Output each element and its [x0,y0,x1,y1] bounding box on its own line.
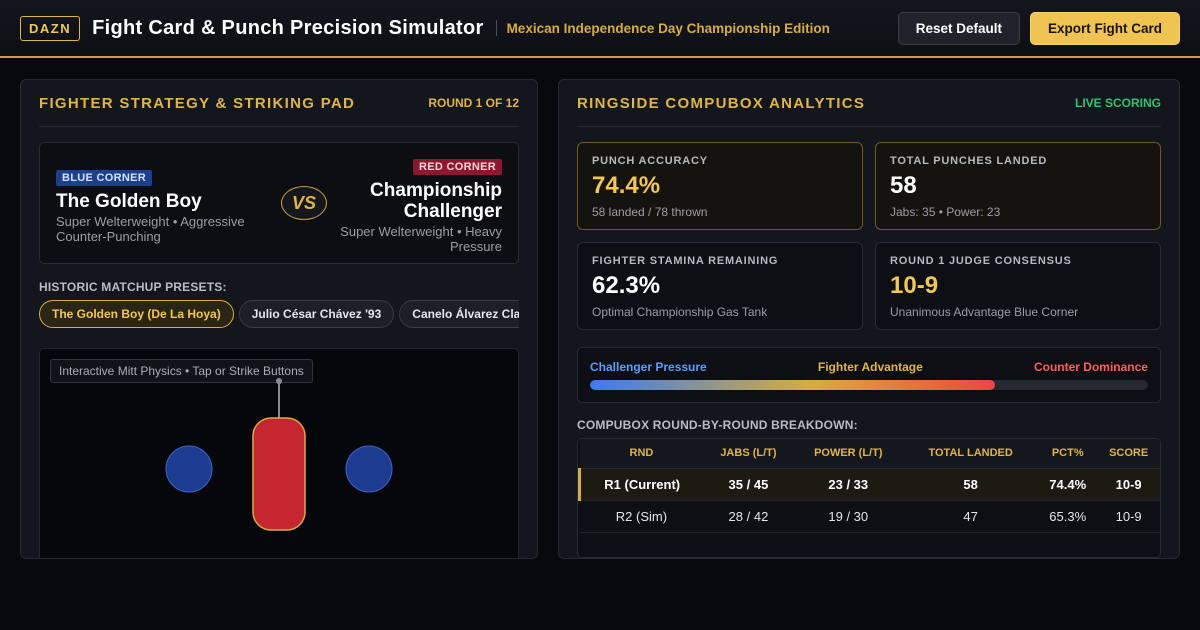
meter-label-mid: Fighter Advantage [817,360,923,374]
left-mitt[interactable] [165,445,213,493]
round-breakdown-table: RND JABS (L/T) POWER (L/T) TOTAL LANDED … [577,438,1161,558]
stat-subtext: Optimal Championship Gas Tank [592,305,768,319]
table-cell: 28 / 42 [703,500,794,533]
stat-card-judge-consensus: ROUND 1 JUDGE CONSENSUS 10-9 Unanimous A… [875,242,1161,330]
stat-card-total-landed: TOTAL PUNCHES LANDED 58 Jabs: 35 • Power… [875,142,1161,230]
table-cell: 23 / 33 [793,468,904,501]
mitt-physics-area[interactable]: Interactive Mitt Physics • Tap or Strike… [39,348,519,558]
vs-emblem: VS [281,186,327,220]
column-header: TOTAL LANDED [903,439,1039,469]
table-row[interactable]: R1 (Current) 35 / 45 23 / 33 58 74.4% 10… [578,468,1160,501]
table-cell: 47 [903,500,1039,533]
punching-bag[interactable] [252,417,306,531]
stat-value: 74.4% [592,172,661,199]
matchup-card: BLUE CORNER The Golden Boy Super Welterw… [39,142,519,264]
blue-fighter-name: The Golden Boy [56,191,202,212]
preset-chip-golden-boy[interactable]: The Golden Boy (De La Hoya) [39,300,234,328]
stat-label: PUNCH ACCURACY [592,155,708,167]
header-actions: Reset Default Export Fight Card [897,11,1180,45]
column-header: SCORE [1097,439,1160,469]
panel-title: FIGHTER STRATEGY & STRIKING PAD [39,94,356,112]
stat-card-stamina: FIGHTER STAMINA REMAINING 62.3% Optimal … [577,242,863,330]
red-fighter-name: Championship Challenger [370,180,502,222]
table-cell: 10-9 [1097,468,1160,501]
meter-label-left: Challenger Pressure [590,360,707,374]
live-scoring-indicator: LIVE SCORING [1074,96,1161,110]
meter-track [590,380,1148,390]
reset-default-button[interactable]: Reset Default [897,11,1020,45]
column-header: POWER (L/T) [793,439,904,469]
meter-fill [590,380,995,390]
edition-subtitle: Mexican Independence Day Championship Ed… [506,20,830,36]
column-header: PCT% [1038,439,1098,469]
meter-label-right: Counter Dominance [1033,360,1148,374]
stat-label: TOTAL PUNCHES LANDED [890,155,1048,167]
physics-hint-tag: Interactive Mitt Physics • Tap or Strike… [50,359,313,383]
red-corner-fighter: RED CORNER Championship Challenger Super… [312,157,502,254]
stat-subtext: 58 landed / 78 thrown [592,205,708,219]
blue-corner-badge: BLUE CORNER [56,170,152,186]
table-cell: 74.4% [1038,468,1098,501]
stat-subtext: Unanimous Advantage Blue Corner [890,305,1079,319]
table-cell: 35 / 45 [703,468,794,501]
round-indicator: ROUND 1 OF 12 [428,96,519,110]
fighter-strategy-panel: FIGHTER STRATEGY & STRIKING PAD ROUND 1 … [20,79,538,559]
stat-subtext: Jabs: 35 • Power: 23 [890,205,1001,219]
table-row[interactable]: R2 (Sim) 28 / 42 19 / 30 47 65.3% 10-9 [579,500,1160,533]
breakdown-label: COMPUBOX ROUND-BY-ROUND BREAKDOWN: [577,418,858,432]
stat-label: FIGHTER STAMINA REMAINING [592,255,779,267]
title-divider [495,20,497,36]
table-cell: 58 [903,468,1039,501]
red-corner-badge: RED CORNER [413,159,502,175]
stat-label: ROUND 1 JUDGE CONSENSUS [890,255,1072,267]
compubox-analytics-panel: RINGSIDE COMPUBOX ANALYTICS LIVE SCORING… [558,79,1180,559]
bag-anchor [276,378,282,384]
preset-chip-list: The Golden Boy (De La Hoya) Julio César C… [39,300,519,330]
app-header: DAZN Fight Card & Punch Precision Simula… [0,0,1200,58]
meter-labels: Challenger Pressure Fighter Advantage Co… [590,360,1148,374]
column-header: JABS (L/T) [703,439,794,469]
column-header: RND [579,439,704,469]
table-cell: 10-9 [1097,500,1160,533]
app-title: Fight Card & Punch Precision Simulator [92,16,484,39]
blue-fighter-description: Super Welterweight • Aggressive Counter-… [56,214,245,244]
red-fighter-description: Super Welterweight • Heavy Pressure [340,224,502,254]
table-header-row: RND JABS (L/T) POWER (L/T) TOTAL LANDED … [579,439,1160,469]
punching-bag-scene [165,378,393,531]
dazn-logo: DAZN [20,15,81,41]
preset-chip-canelo[interactable]: Canelo Álvarez Classic [399,300,519,328]
presets-label: HISTORIC MATCHUP PRESETS: [39,280,227,294]
stat-card-punch-accuracy: PUNCH ACCURACY 74.4% 58 landed / 78 thro… [577,142,863,230]
export-fight-card-button[interactable]: Export Fight Card [1030,11,1180,45]
table-cell: R2 (Sim) [579,500,704,533]
stat-value: 62.3% [592,272,661,299]
preset-chip-chavez[interactable]: Julio César Chávez '93 [238,300,395,328]
blue-corner-fighter: BLUE CORNER The Golden Boy Super Welterw… [56,168,266,244]
table-cell: R1 (Current) [578,468,704,501]
stat-value: 10-9 [890,272,939,299]
panel-header: FIGHTER STRATEGY & STRIKING PAD ROUND 1 … [39,80,519,127]
table-cell: 19 / 30 [793,500,904,533]
right-mitt[interactable] [345,445,393,493]
stat-value: 58 [890,172,917,199]
panel-header: RINGSIDE COMPUBOX ANALYTICS LIVE SCORING [577,80,1161,127]
panel-title: RINGSIDE COMPUBOX ANALYTICS [577,94,866,112]
momentum-meter: Challenger Pressure Fighter Advantage Co… [577,347,1161,403]
table-cell: 65.3% [1038,500,1098,533]
